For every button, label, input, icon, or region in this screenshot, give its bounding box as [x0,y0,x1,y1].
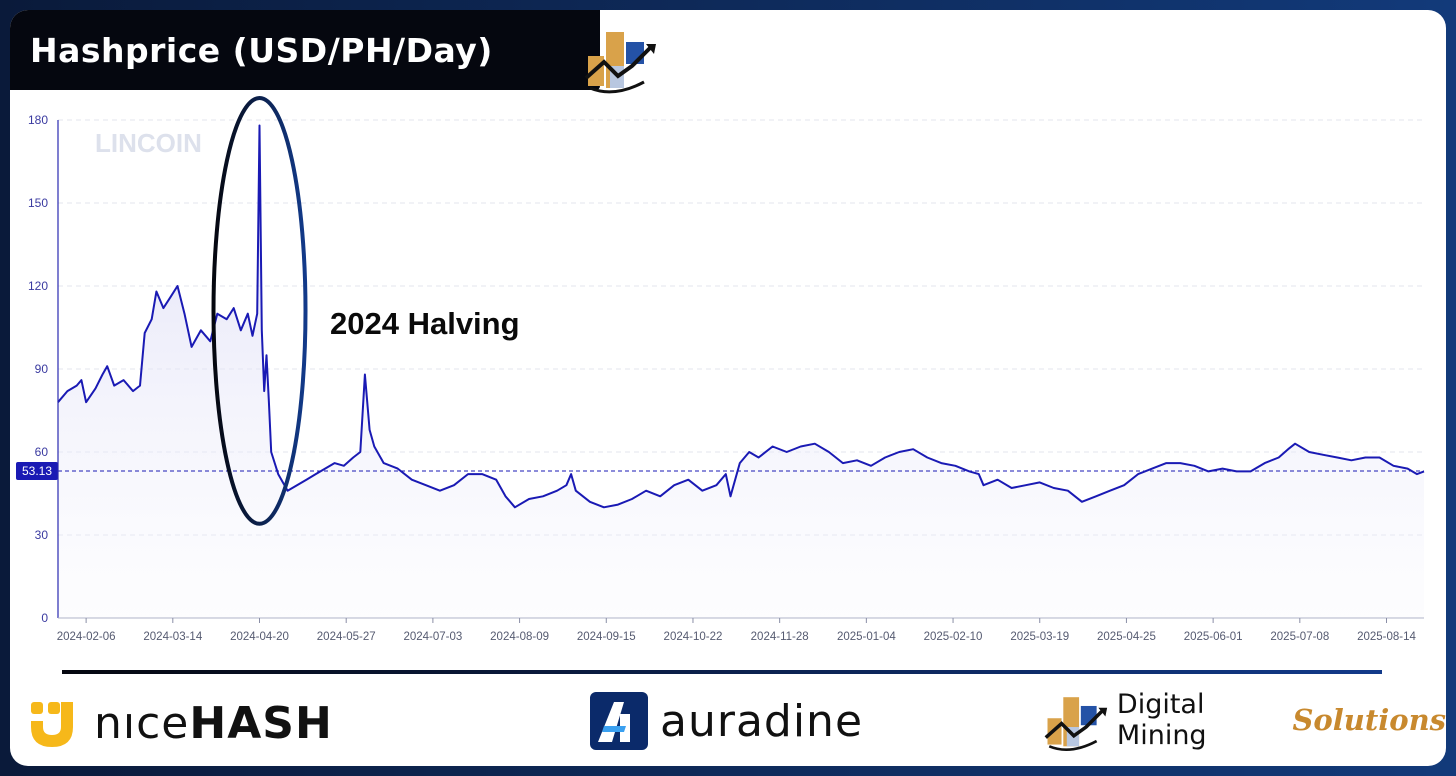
y-tick-label: 150 [28,196,48,210]
x-tick-label: 2024-07-03 [403,631,462,643]
series-area [58,125,1424,618]
x-tick-label: 2025-08-14 [1357,631,1416,643]
dms-wordmark-accent: Solutions [1292,703,1446,737]
halving-annotation: 2024 Halving [330,306,520,341]
page-title: Hashprice (USD/PH/Day) [30,30,493,70]
nicehash-mark-icon [31,701,73,747]
current-value-label: 53.13 [22,464,52,478]
x-tick-label: 2024-02-06 [57,631,116,643]
x-tick-label: 2025-04-25 [1097,631,1156,643]
x-tick-label: 2024-08-09 [490,631,549,643]
nicehash-logo: nıceHASH [28,698,333,749]
y-tick-label: 60 [35,445,49,459]
dms-wordmark-primary: Digital Mining [1116,689,1207,751]
x-tick-label: 2024-03-14 [143,631,202,643]
auradine-wordmark: auradine [660,695,864,747]
x-tick-label: 2025-07-08 [1270,631,1329,643]
auradine-logo: auradine [590,692,863,750]
sponsor-footer: nıceHASH auradine Digital Mining [10,682,1446,766]
halving-highlight-ellipse [211,96,308,526]
y-axis: 0 30 60 90 120 150 180 [28,113,59,625]
x-tick-label: 2024-09-15 [577,631,636,643]
footer-divider [62,670,1382,674]
x-tick-label: 2024-04-20 [230,631,289,643]
y-tick-label: 180 [28,113,48,127]
y-tick-label: 120 [28,279,48,293]
current-value-badge: 53.13 [16,462,58,481]
y-tick-label: 0 [41,611,48,625]
nicehash-wordmark: nıceHASH [94,698,333,749]
x-tick-label: 2025-06-01 [1184,631,1243,643]
x-tick-label: 2024-05-27 [317,631,376,643]
hashprice-chart: LINCOIN 53.13 0 30 60 90 120 150 180 2024-02-0… [16,96,1425,643]
y-tick-label: 30 [35,528,49,542]
title-bar: Hashprice (USD/PH/Day) [10,10,600,90]
x-tick-label: 2025-01-04 [837,631,896,643]
dms-footer-logo-icon [1044,697,1108,751]
dms-logo-icon [584,32,656,94]
auradine-mark-icon [590,692,648,750]
digital-mining-solutions-logo: Digital Mining Solutions [1044,684,1446,756]
x-tick-label: 2024-11-28 [751,631,809,643]
x-tick-label: 2025-02-10 [924,631,983,643]
y-tick-label: 90 [35,362,49,376]
x-tick-label: 2024-10-22 [664,631,723,643]
watermark: LINCOIN [95,128,202,158]
chart-frame: Hashprice (USD/PH/Day) LINCOIN 53.13 0 30… [10,10,1446,766]
x-axis: 2024-02-06 2024-03-14 2024-04-20 2024-05-27… [57,617,1424,643]
x-tick-label: 2025-03-19 [1010,631,1069,643]
